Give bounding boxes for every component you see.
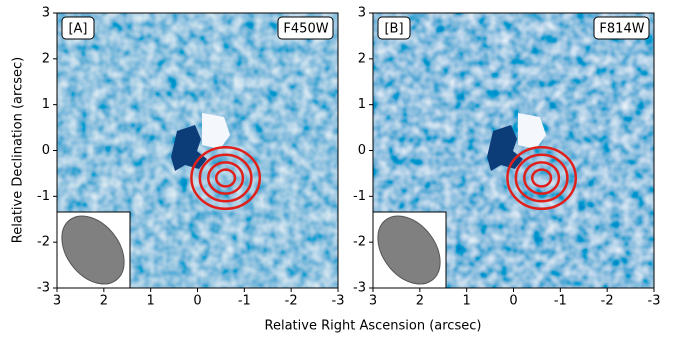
contour — [214, 168, 237, 188]
x-tick-label: 1 — [463, 294, 471, 309]
y-tick-label: -2 — [37, 235, 50, 250]
y-tick-label: 3 — [358, 6, 366, 21]
y-tick-label: 1 — [358, 97, 366, 112]
y-tick-label: 1 — [42, 97, 50, 112]
x-tick-label: -1 — [238, 294, 251, 309]
contour — [523, 161, 561, 195]
y-tick-label: -3 — [37, 281, 50, 296]
y-axis-label: Relative Declination (arcsec) — [11, 57, 26, 243]
residual-light — [518, 113, 546, 149]
x-tick-label: 0 — [193, 294, 201, 309]
contour — [198, 153, 253, 203]
y-tick-label: -1 — [37, 189, 50, 204]
y-tick-label: -3 — [353, 281, 366, 296]
x-tick-label: -1 — [554, 294, 567, 309]
panel-label: [B] — [384, 22, 403, 37]
filter-label: F814W — [599, 22, 644, 37]
y-tick-label: 0 — [42, 143, 50, 158]
x-tick-label: 2 — [100, 294, 108, 309]
label-box — [61, 16, 95, 40]
y-tick-label: -1 — [353, 189, 366, 204]
label-box — [377, 16, 411, 40]
contour — [506, 145, 578, 211]
x-tick-label: -3 — [332, 294, 345, 309]
y-tick-label: 3 — [42, 6, 50, 21]
residual-light — [202, 113, 230, 149]
y-tick-label: 2 — [42, 51, 50, 66]
beam — [377, 215, 441, 285]
panel-label: [A] — [68, 22, 87, 37]
x-tick-label: 3 — [53, 294, 61, 309]
beam — [61, 215, 125, 285]
filter-box — [593, 16, 650, 40]
x-axis-label: Relative Right Ascension (arcsec) — [265, 319, 482, 334]
y-tick-label: -2 — [353, 235, 366, 250]
y-tick-label: 0 — [358, 143, 366, 158]
x-tick-label: 0 — [509, 294, 517, 309]
filter-box — [277, 16, 334, 40]
x-tick-label: 1 — [147, 294, 155, 309]
x-tick-label: -2 — [285, 294, 298, 309]
contour — [530, 168, 553, 188]
contour — [514, 153, 569, 203]
y-tick-label: 2 — [358, 51, 366, 66]
contour — [190, 145, 262, 211]
filter-label: F450W — [283, 22, 328, 37]
x-tick-label: -3 — [648, 294, 661, 309]
x-tick-label: 2 — [416, 294, 424, 309]
x-tick-label: -2 — [601, 294, 614, 309]
contour — [207, 161, 245, 195]
x-tick-label: 3 — [369, 294, 377, 309]
